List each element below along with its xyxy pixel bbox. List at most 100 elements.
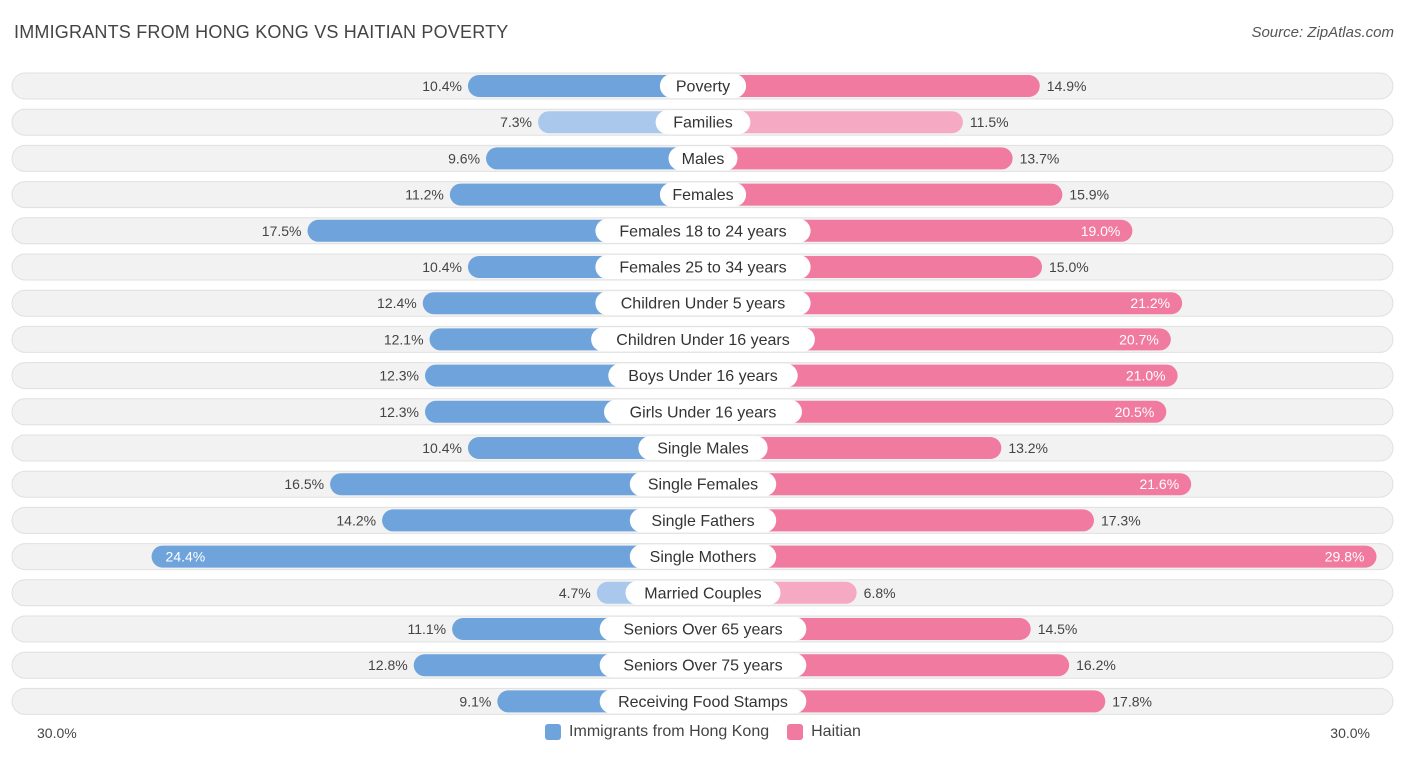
- category-label-males: Males: [682, 151, 725, 168]
- value-label-haitian-females-25-to-34-years: 15.0%: [1049, 259, 1089, 275]
- category-label-girls-under-16-years: Girls Under 16 years: [630, 404, 777, 421]
- value-label-haitian-single-females: 21.6%: [1139, 476, 1179, 492]
- value-label-haitian-receiving-food-stamps: 17.8%: [1112, 693, 1152, 709]
- value-label-hong-kong-females-25-to-34-years: 10.4%: [422, 259, 462, 275]
- category-pill-poverty: [659, 74, 747, 98]
- value-label-hong-kong-single-mothers: 24.4%: [166, 549, 206, 565]
- category-label-married-couples: Married Couples: [644, 585, 761, 602]
- value-label-hong-kong-families: 7.3%: [500, 114, 532, 130]
- category-label-females: Females: [672, 187, 733, 204]
- category-label-single-fathers: Single Fathers: [651, 513, 754, 530]
- bar-hong-kong-single-fathers: [382, 509, 703, 532]
- bar-hong-kong-poverty: [467, 75, 703, 97]
- bar-haitian-females: [703, 183, 1063, 206]
- value-label-haitian-seniors-over-65-years: 14.5%: [1038, 621, 1078, 637]
- value-label-haitian-females: 15.9%: [1069, 187, 1109, 203]
- category-pill-receiving-food-stamps: [599, 689, 807, 714]
- category-pill-males: [668, 146, 738, 171]
- axis-right-label: 30.0%: [1330, 725, 1370, 741]
- category-pill-single-mothers: [629, 544, 777, 569]
- category-label-seniors-over-75-years: Seniors Over 75 years: [623, 658, 782, 675]
- category-pill-seniors-over-75-years: [599, 653, 807, 678]
- value-label-hong-kong-single-females: 16.5%: [284, 476, 324, 492]
- category-pill-families: [655, 110, 751, 135]
- value-label-haitian-families: 11.5%: [970, 114, 1009, 130]
- bar-haitian-single-males: [703, 437, 1002, 459]
- category-pill-single-fathers: [629, 508, 777, 533]
- legend-item-hong-kong[interactable]: Immigrants from Hong Kong: [545, 723, 769, 741]
- value-label-haitian-children-under-16-years: 20.7%: [1119, 331, 1159, 347]
- category-label-single-males: Single Males: [657, 441, 749, 458]
- bar-haitian-males: [703, 147, 1013, 170]
- bar-haitian-poverty: [703, 75, 1040, 97]
- category-label-receiving-food-stamps: Receiving Food Stamps: [618, 694, 788, 711]
- category-pill-children-under-16-years: [591, 327, 815, 352]
- bar-haitian-children-under-16-years: [703, 328, 1171, 351]
- bar-hong-kong-females: [449, 183, 703, 206]
- bar-haitian-boys-under-16-years: [703, 364, 1178, 387]
- bar-haitian-girls-under-16-years: [703, 400, 1167, 423]
- value-label-hong-kong-single-males: 10.4%: [422, 440, 462, 456]
- category-label-single-females: Single Females: [648, 477, 758, 494]
- bar-haitian-females-18-to-24-years: [703, 219, 1133, 242]
- legend: Immigrants from Hong Kong Haitian: [0, 723, 1406, 741]
- category-label-single-mothers: Single Mothers: [650, 549, 757, 566]
- bar-haitian-families: [703, 111, 963, 134]
- category-label-poverty: Poverty: [676, 79, 730, 96]
- category-label-children-under-5-years: Children Under 5 years: [621, 296, 786, 313]
- value-label-hong-kong-receiving-food-stamps: 9.1%: [459, 693, 491, 709]
- legend-swatch-hong-kong: [545, 724, 562, 740]
- category-label-children-under-16-years: Children Under 16 years: [616, 332, 789, 349]
- value-label-hong-kong-children-under-5-years: 12.4%: [377, 295, 417, 311]
- value-label-haitian-males: 13.7%: [1020, 150, 1060, 166]
- bar-hong-kong-males: [486, 147, 703, 170]
- category-label-families: Families: [673, 115, 733, 132]
- value-label-hong-kong-seniors-over-75-years: 12.8%: [368, 657, 408, 673]
- category-label-seniors-over-65-years: Seniors Over 65 years: [623, 622, 782, 639]
- category-pill-married-couples: [625, 580, 781, 605]
- bar-haitian-single-mothers: [703, 545, 1377, 568]
- bar-haitian-single-females: [703, 473, 1192, 496]
- bar-haitian-children-under-5-years: [703, 292, 1183, 315]
- category-pill-children-under-5-years: [595, 291, 811, 316]
- value-label-hong-kong-children-under-16-years: 12.1%: [384, 331, 424, 347]
- value-label-hong-kong-girls-under-16-years: 12.3%: [379, 404, 419, 420]
- category-label-boys-under-16-years: Boys Under 16 years: [628, 368, 777, 385]
- legend-item-haitian[interactable]: Haitian: [787, 723, 861, 741]
- value-label-hong-kong-boys-under-16-years: 12.3%: [379, 368, 419, 384]
- value-label-hong-kong-females-18-to-24-years: 17.5%: [262, 223, 302, 239]
- value-label-haitian-married-couples: 6.8%: [864, 585, 896, 601]
- value-label-haitian-females-18-to-24-years: 19.0%: [1081, 223, 1121, 239]
- axis-left-label: 30.0%: [37, 725, 77, 741]
- category-pill-females-25-to-34-years: [595, 255, 811, 279]
- value-label-hong-kong-seniors-over-65-years: 11.1%: [407, 621, 446, 637]
- value-label-hong-kong-females: 11.2%: [405, 187, 444, 203]
- value-label-haitian-single-mothers: 29.8%: [1325, 549, 1365, 565]
- value-label-hong-kong-poverty: 10.4%: [422, 78, 462, 94]
- value-label-haitian-girls-under-16-years: 20.5%: [1115, 404, 1155, 420]
- category-pill-females-18-to-24-years: [595, 218, 811, 243]
- bar-haitian-single-fathers: [703, 509, 1094, 532]
- category-label-females-25-to-34-years: Females 25 to 34 years: [619, 260, 786, 277]
- chart-title: IMMIGRANTS FROM HONG KONG VS HAITIAN POV…: [14, 22, 509, 42]
- value-label-hong-kong-single-fathers: 14.2%: [336, 512, 376, 528]
- bar-hong-kong-single-mothers: [151, 545, 703, 568]
- value-label-haitian-single-males: 13.2%: [1008, 440, 1048, 456]
- category-pill-seniors-over-65-years: [599, 617, 807, 641]
- category-pill-single-females: [629, 472, 777, 497]
- value-label-haitian-poverty: 14.9%: [1047, 78, 1087, 94]
- value-label-haitian-boys-under-16-years: 21.0%: [1126, 368, 1166, 384]
- legend-label-haitian: Haitian: [811, 723, 861, 740]
- value-label-haitian-single-fathers: 17.3%: [1101, 512, 1141, 528]
- category-pill-females: [659, 182, 747, 207]
- legend-swatch-haitian: [787, 724, 804, 740]
- value-label-haitian-seniors-over-75-years: 16.2%: [1076, 657, 1116, 673]
- legend-label-hong-kong: Immigrants from Hong Kong: [569, 723, 770, 740]
- bar-hong-kong-single-females: [330, 473, 703, 496]
- value-label-hong-kong-married-couples: 4.7%: [559, 585, 591, 601]
- value-label-haitian-children-under-5-years: 21.2%: [1130, 295, 1170, 311]
- category-pill-boys-under-16-years: [608, 363, 798, 388]
- category-pill-girls-under-16-years: [604, 399, 802, 424]
- source-label: Source: ZipAtlas.com: [1251, 24, 1394, 41]
